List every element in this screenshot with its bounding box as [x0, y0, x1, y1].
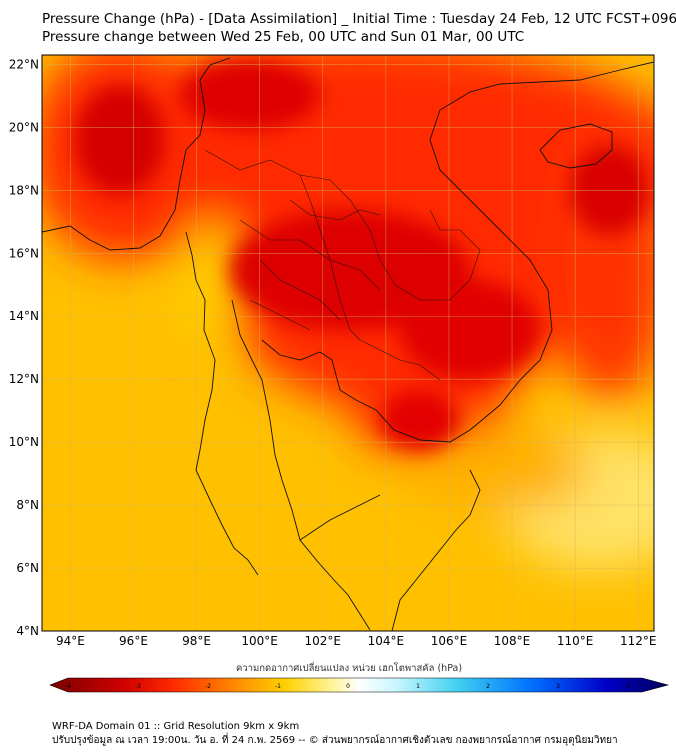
colorbar: -4 -3 -2 -1 0 1 2 3 4 ความกดอากาศเปลี่ยนแปลง หน่…	[49, 661, 670, 693]
colorbar-tick-label: 2	[486, 683, 490, 690]
lat-tick-label: 12°N	[9, 372, 39, 386]
lon-tick-label: 108°E	[494, 634, 531, 648]
country-borders	[204, 149, 481, 381]
lon-tick-label: 96°E	[119, 634, 148, 648]
colorbar-tick-label: 3	[556, 683, 560, 690]
lat-tick-label: 14°N	[9, 309, 39, 323]
lon-tick-label: 110°E	[557, 634, 594, 648]
title-line-1: Pressure Change (hPa) - [Data Assimilati…	[42, 11, 676, 27]
lon-tick-label: 102°E	[305, 634, 342, 648]
lon-tick-label: 112°E	[620, 634, 657, 648]
colorbar-tick-label: -2	[205, 683, 211, 690]
lat-tick-label: 16°N	[9, 246, 39, 260]
colorbar-tick-label: -4	[65, 683, 71, 690]
colorbar-ticks: -4 -3 -2 -1 0 1 2 3 4	[65, 683, 630, 690]
map-title: Pressure Change (hPa) - [Data Assimilati…	[42, 10, 676, 46]
title-line-2: Pressure change between Wed 25 Feb, 00 U…	[42, 29, 525, 45]
colorbar-tick-label: 0	[346, 683, 350, 690]
colorbar-label: ความกดอากาศเปลี่ยนแปลง หน่วย เฮกโตพาสคัล…	[236, 661, 462, 674]
lon-tick-label: 94°E	[56, 634, 85, 648]
lat-tick-label: 20°N	[9, 120, 39, 134]
map-gridlines	[42, 55, 654, 631]
lat-tick-label: 8°N	[16, 498, 39, 512]
lon-tick-label: 106°E	[431, 634, 468, 648]
lon-tick-label: 104°E	[368, 634, 405, 648]
map-frame	[41, 54, 655, 632]
colorbar-tick-label: 4	[626, 683, 630, 690]
pressure-change-field	[42, 55, 654, 631]
footer-line-1: WRF-DA Domain 01 :: Grid Resolution 9km …	[52, 721, 300, 732]
colorbar-tick-label: 1	[416, 683, 420, 690]
coastlines	[42, 57, 654, 631]
colorbar-tick-label: -1	[275, 683, 281, 690]
lat-tick-label: 4°N	[16, 624, 39, 638]
longitude-labels: 94°E 96°E 98°E 100°E 102°E 104°E 106°E 108°E 110…	[56, 634, 657, 648]
lon-tick-label: 100°E	[241, 634, 278, 648]
lat-tick-label: 6°N	[16, 561, 39, 575]
footer-line-2: ปรับปรุงข้อมูล ณ เวลา 19:00น. วัน อ. ที่…	[52, 735, 618, 746]
lat-tick-label: 22°N	[9, 57, 39, 71]
lat-tick-label: 18°N	[9, 183, 39, 197]
lat-tick-label: 10°N	[9, 435, 39, 449]
latitude-labels: 22°N 20°N 18°N 16°N 14°N 12°N 10°N 8°N 6°N 4°N	[9, 57, 39, 638]
colorbar-tick-label: -3	[135, 683, 141, 690]
map-figure: 22°N 20°N 18°N 16°N 14°N 12°N 10°N 8°N 6°N 4°N 94…	[9, 54, 670, 693]
lon-tick-label: 98°E	[182, 634, 211, 648]
